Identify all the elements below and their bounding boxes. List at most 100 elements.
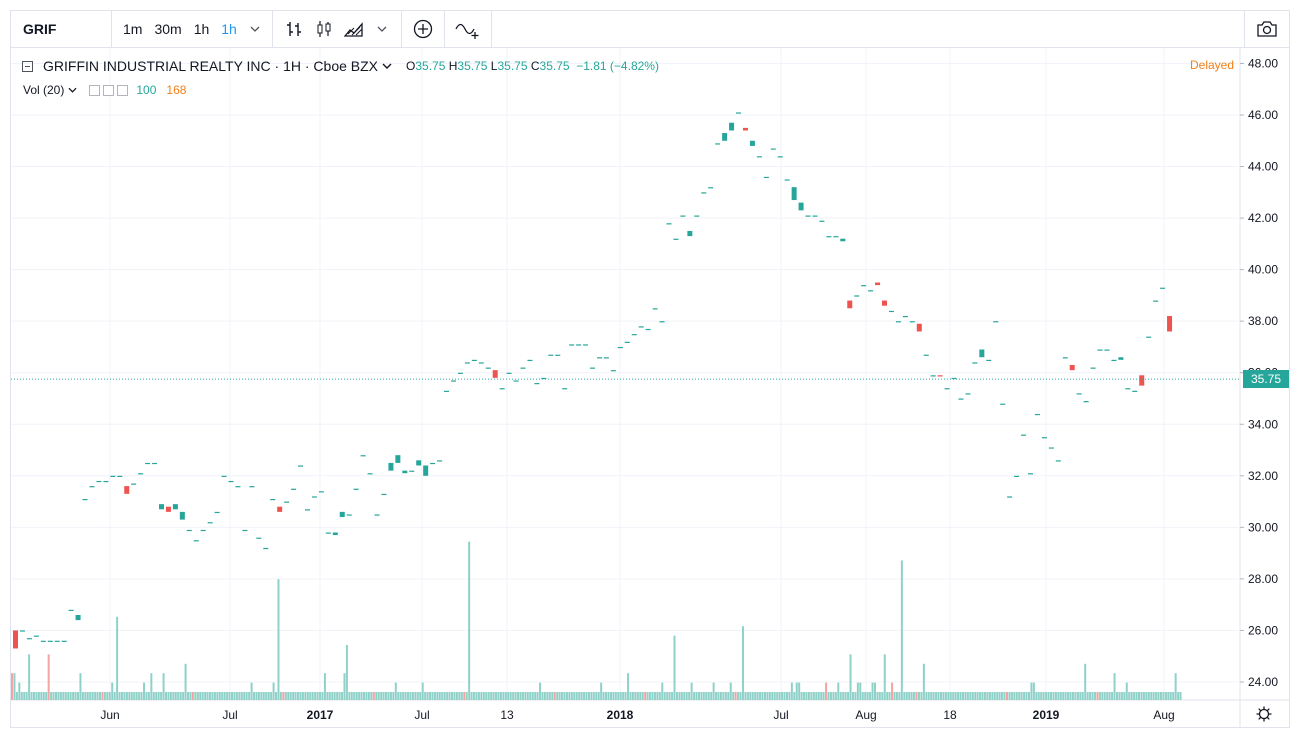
volume-bar: [942, 692, 945, 700]
volume-bar: [927, 692, 930, 700]
volume-bar: [773, 692, 776, 700]
price-bar: [221, 475, 227, 477]
candle-style-icon[interactable]: [311, 16, 337, 42]
interval-30m[interactable]: 30m: [154, 21, 182, 37]
price-bar: [1097, 349, 1103, 351]
price-bar: [826, 236, 832, 238]
volume-bar: [859, 682, 862, 700]
volume-bar: [905, 692, 908, 700]
volume-bar: [336, 692, 339, 700]
volume-bar: [404, 692, 407, 700]
volume-bar: [69, 692, 72, 700]
settings-icon[interactable]: [103, 84, 115, 96]
price-bar: [1153, 300, 1159, 302]
price-bar: [492, 370, 498, 378]
volume-bar: [89, 692, 92, 700]
volume-chevron-icon[interactable]: [68, 87, 77, 93]
snapshot-button[interactable]: [1244, 11, 1289, 47]
volume-label[interactable]: Vol (20): [23, 83, 65, 97]
volume-bar: [267, 692, 270, 700]
price-bar: [624, 341, 630, 343]
price-bar: [596, 357, 602, 359]
volume-bar: [448, 692, 451, 700]
volume-bar: [409, 692, 412, 700]
price-bar: [214, 511, 220, 514]
price-bar: [659, 321, 665, 323]
interval-1h[interactable]: 1h: [193, 21, 210, 37]
bar-style-icon[interactable]: [281, 16, 307, 42]
interval-dropdown-chevron-icon[interactable]: [244, 23, 266, 35]
volume-series: [11, 541, 1182, 700]
volume-bar: [1008, 692, 1011, 700]
indicators-icon[interactable]: [453, 16, 483, 42]
volume-bar: [551, 692, 554, 700]
volume-bar: [873, 682, 876, 700]
visibility-eye-icon[interactable]: [89, 84, 101, 96]
volume-bar: [1037, 692, 1040, 700]
volume-bar: [671, 692, 674, 700]
volume-bar: [358, 692, 361, 700]
volume-bar: [715, 692, 718, 700]
volume-bar: [25, 692, 28, 700]
volume-bar: [201, 692, 204, 700]
volume-bar: [761, 692, 764, 700]
delayed-badge: Delayed: [1190, 58, 1235, 72]
price-bar: [923, 354, 929, 356]
price-bar: [576, 344, 582, 346]
area-style-icon[interactable]: [341, 16, 367, 42]
volume-bar: [976, 692, 979, 700]
volume-bar: [495, 692, 498, 700]
volume-bar: [866, 692, 869, 700]
price-bar: [673, 238, 679, 240]
active-interval[interactable]: 1h: [221, 21, 237, 37]
volume-bar: [619, 692, 622, 700]
volume-bar: [587, 692, 590, 700]
volume-bar: [829, 692, 832, 700]
price-bar: [1000, 403, 1006, 405]
remove-close-icon[interactable]: [117, 84, 129, 96]
volume-bar: [1101, 692, 1104, 700]
volume-bar: [539, 682, 542, 700]
interval-1m[interactable]: 1m: [123, 21, 143, 37]
volume-bar: [397, 692, 400, 700]
compare-add-icon[interactable]: [410, 16, 436, 42]
volume-bar: [876, 692, 879, 700]
volume-bar: [521, 692, 524, 700]
chart-style-chevron-icon[interactable]: [371, 23, 393, 35]
series-title[interactable]: GRIFFIN INDUSTRIAL REALTY INC · 1H · Cbo…: [43, 58, 379, 74]
volume-bar: [199, 692, 202, 700]
volume-bar: [622, 692, 625, 700]
volume-bar: [932, 692, 935, 700]
volume-bar: [504, 692, 507, 700]
camera-icon: [1257, 21, 1277, 37]
price-bar: [534, 383, 540, 385]
volume-bar: [803, 692, 806, 700]
volume-bar: [1076, 692, 1079, 700]
volume-bar: [245, 692, 248, 700]
volume-bar: [191, 692, 194, 700]
price-bar: [1034, 413, 1040, 416]
volume-bar: [546, 692, 549, 700]
volume-bar: [292, 692, 295, 700]
volume-bar: [878, 692, 881, 700]
volume-bar: [243, 692, 246, 700]
open-label: O: [406, 59, 416, 73]
open-value: 35.75: [415, 59, 446, 73]
price-bar: [152, 462, 158, 465]
settings-gear-icon[interactable]: [1256, 706, 1272, 722]
symbol-search[interactable]: GRIF: [11, 11, 112, 47]
price-bar: [353, 488, 359, 490]
volume-bar: [433, 692, 436, 700]
price-bar: [749, 140, 755, 146]
legend-collapse-icon[interactable]: [22, 60, 33, 72]
series-title-chevron-icon[interactable]: [382, 63, 392, 69]
volume-bar: [162, 673, 165, 700]
volume-bar: [152, 692, 155, 700]
volume-bar: [1064, 692, 1067, 700]
volume-bar: [820, 692, 823, 700]
volume-bar: [908, 692, 911, 700]
volume-bar: [1157, 692, 1160, 700]
volume-bar: [883, 654, 886, 700]
price-bar: [888, 310, 894, 313]
